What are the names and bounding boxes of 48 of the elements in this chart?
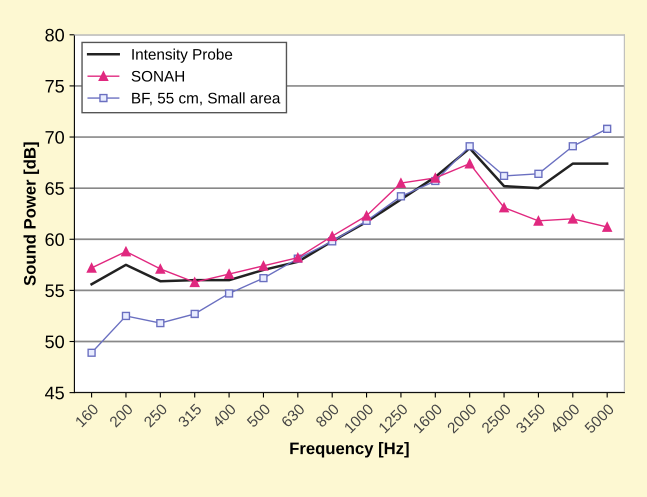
- point: [259, 274, 268, 282]
- point: [499, 202, 509, 212]
- y-tick-label: 55: [45, 284, 64, 298]
- point: [568, 214, 578, 224]
- x-tick-label: 630: [280, 403, 306, 428]
- point: [327, 231, 338, 242]
- x-axis-title: Frequency [Hz]: [290, 442, 409, 458]
- y-axis-title: Sound Power [dB]: [24, 142, 40, 286]
- x-tick-label: 800: [314, 403, 340, 428]
- point: [603, 124, 612, 134]
- point: [500, 172, 508, 180]
- x-tick-label: 400: [212, 403, 237, 428]
- x-tick-label: 500: [246, 403, 271, 428]
- point: [121, 246, 131, 256]
- legend-label: Intensity Probe: [132, 48, 232, 63]
- point: [534, 170, 543, 178]
- point: [466, 142, 474, 150]
- point: [224, 289, 234, 298]
- legend-label: BF, 55 cm, Small area: [132, 92, 280, 106]
- point: [156, 318, 164, 328]
- point: [86, 263, 96, 273]
- point: [534, 216, 544, 226]
- y-tick-label: 45: [45, 386, 64, 400]
- point: [190, 310, 199, 318]
- point: [568, 142, 577, 150]
- point: [122, 312, 130, 320]
- point: [155, 264, 166, 274]
- x-tick-label: 160: [74, 403, 100, 428]
- y-tick-label: 80: [45, 28, 64, 42]
- x-tick-label: 315: [177, 403, 202, 428]
- legend-label: SONAH: [132, 70, 184, 82]
- point: [362, 210, 372, 221]
- point: [396, 178, 406, 188]
- point: [224, 269, 234, 279]
- x-tick-label: 250: [143, 403, 168, 428]
- y-tick-label: 50: [45, 335, 64, 348]
- point: [464, 158, 475, 168]
- y-tick-label: 70: [46, 130, 64, 144]
- x-tick-label: 200: [108, 403, 134, 428]
- point: [396, 192, 406, 200]
- y-tick-label: 60: [46, 233, 64, 246]
- point: [87, 348, 96, 357]
- point: [430, 173, 440, 183]
- y-tick-label: 75: [46, 80, 64, 93]
- point: [602, 222, 612, 232]
- y-tick-label: 65: [46, 182, 64, 195]
- point: [258, 260, 268, 271]
- point: [190, 277, 200, 288]
